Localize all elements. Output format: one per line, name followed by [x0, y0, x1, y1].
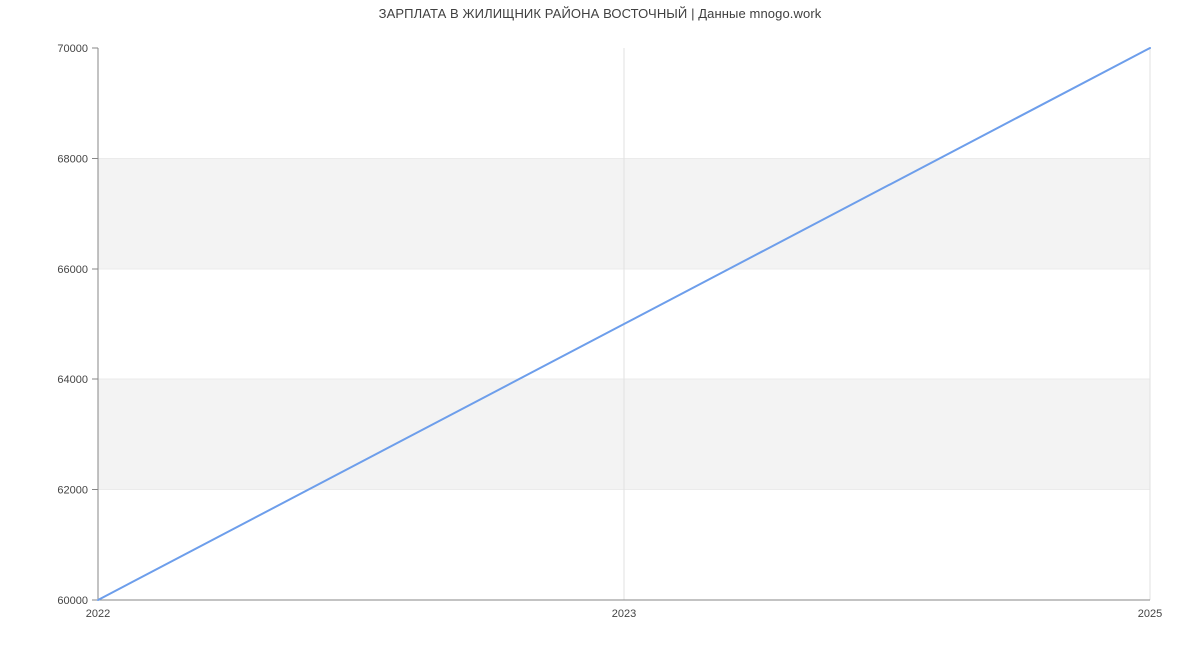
chart-title: ЗАРПЛАТА В ЖИЛИЩНИК РАЙОНА ВОСТОЧНЫЙ | Д…: [378, 6, 822, 21]
y-axis-tick-label: 64000: [57, 374, 88, 386]
y-axis-tick-label: 68000: [57, 153, 88, 165]
salary-line-series: [97, 47, 1151, 601]
x-axis-tick-label: 2025: [1138, 608, 1162, 620]
y-axis-tick-label: 70000: [57, 43, 88, 55]
x-axis-tick-label: 2023: [612, 608, 636, 620]
y-axis-tick-label: 66000: [57, 264, 88, 276]
y-axis-tick-label: 60000: [57, 595, 88, 607]
y-axis-tick-label: 62000: [57, 485, 88, 497]
x-axis-tick-label: 2022: [86, 608, 110, 620]
